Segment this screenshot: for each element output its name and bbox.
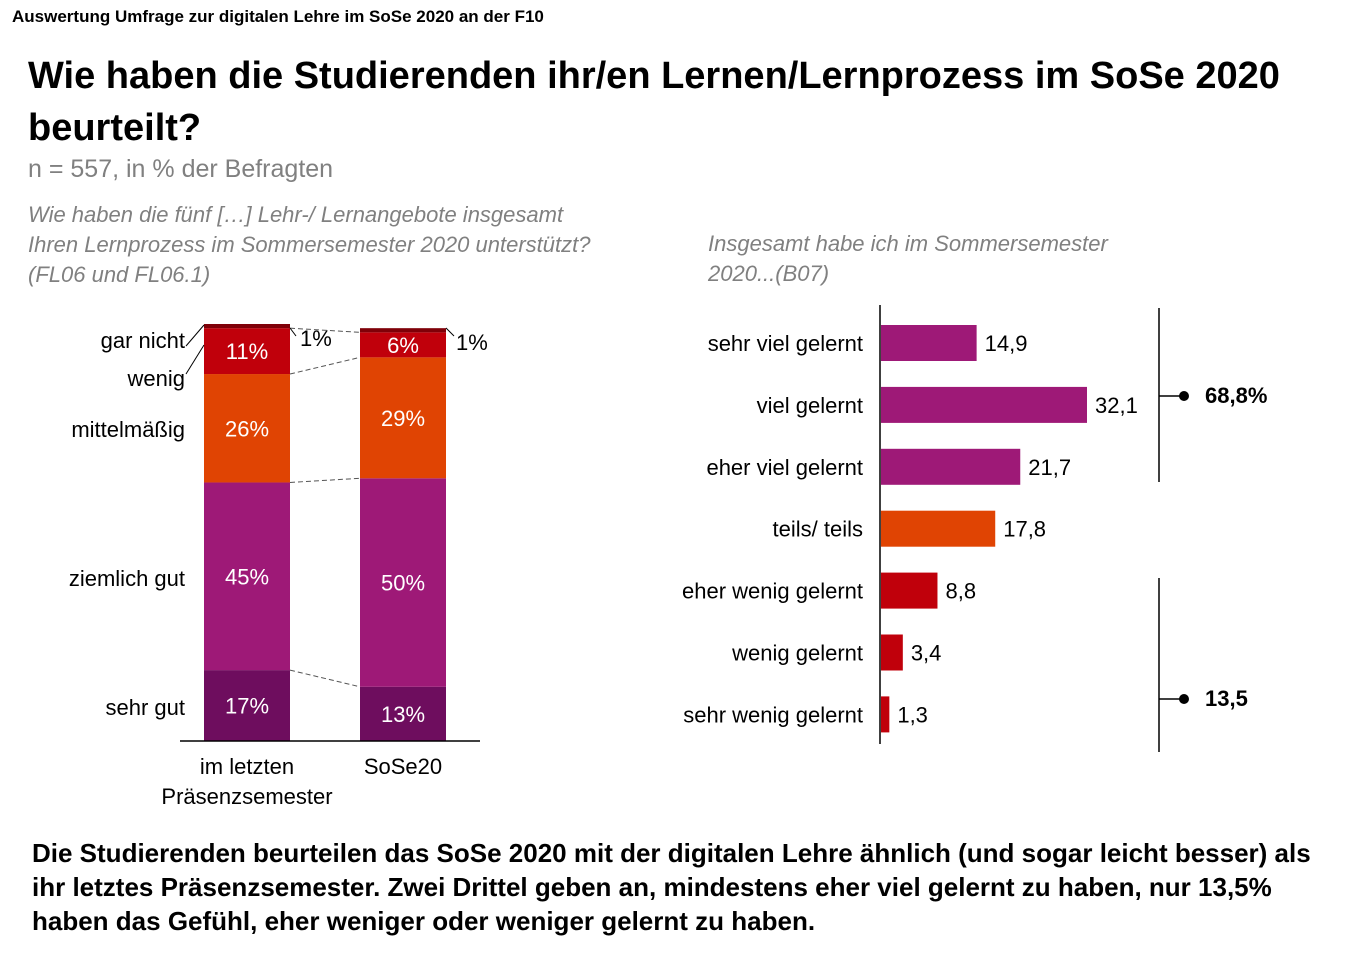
stacked-bar-segment: [360, 328, 446, 333]
hbar-value-label: 17,8: [1003, 517, 1046, 542]
stacked-bar-connector: [289, 327, 361, 333]
left-chart-question: Wie haben die fünf […] Lehr-/ Lernangebo…: [28, 202, 591, 287]
hbar: [881, 325, 977, 361]
stacked-bar-segment: [204, 328, 290, 375]
stacked-bar-value-label: 11%: [226, 339, 268, 364]
stacked-bar-value-label: 45%: [225, 564, 269, 589]
stacked-bar-value-label: 26%: [225, 416, 269, 441]
hbar-category-label: teils/ teils: [773, 517, 863, 542]
stacked-bar-segment: [360, 478, 446, 687]
x-tick-label: im letzten: [200, 754, 294, 779]
group-bracket-dot: [1179, 694, 1189, 704]
hbar: [881, 386, 1087, 423]
hbar-value-label: 1,3: [897, 702, 928, 727]
series-legend-label: gar nicht: [101, 328, 185, 353]
group-total-label: 68,8%: [1205, 383, 1267, 408]
stacked-bar-value-label: 29%: [381, 406, 425, 431]
hbar-category-label: sehr viel gelernt: [708, 331, 863, 356]
hbar: [881, 634, 903, 671]
stacked-bar-value-label: 1%: [456, 330, 488, 355]
stacked-bar-segment: [204, 670, 290, 741]
series-legend-label: sehr gut: [106, 695, 186, 720]
stacked-bar-segment: [204, 482, 290, 671]
group-bracket-dot: [1179, 391, 1189, 401]
hbar-category-label: viel gelernt: [757, 393, 863, 418]
stacked-bar-connector: [289, 669, 361, 688]
group-total-label: 13,5: [1205, 686, 1248, 711]
hbar-category-label: wenig gelernt: [731, 641, 863, 666]
hbar-category-label: eher viel gelernt: [706, 455, 863, 480]
hbar-category-label: eher wenig gelernt: [682, 579, 863, 604]
stacked-bar-connector: [289, 477, 361, 483]
hbar: [881, 696, 890, 733]
series-legend-label: mittelmäßig: [71, 417, 185, 442]
conclusion-text: Die Studierenden beurteilen das SoSe 202…: [32, 838, 1311, 936]
legend-leader-line: [185, 344, 205, 375]
hbar: [881, 510, 996, 547]
hbar: [881, 448, 1021, 485]
hbar-value-label: 8,8: [945, 579, 976, 604]
page-title: Wie haben die Studierenden ihr/en Lernen…: [28, 55, 1280, 149]
hbar: [881, 572, 938, 609]
small-slice-leader: [445, 327, 455, 337]
stacked-bar-segment: [360, 332, 446, 358]
x-tick-label: Präsenzsemester: [161, 784, 332, 809]
hbar-value-label: 21,7: [1028, 455, 1071, 480]
stacked-bar-segment: [360, 357, 446, 479]
legend-leader-line: [185, 324, 205, 347]
stacked-bar-segment: [204, 324, 290, 329]
stacked-bar-segment: [360, 686, 446, 741]
small-slice-leader: [289, 327, 297, 337]
hbar-value-label: 3,4: [911, 641, 942, 666]
sample-size-subtitle: n = 557, in % der Befragten: [28, 155, 334, 183]
stacked-bar-value-label: 50%: [381, 571, 425, 596]
hbar-value-label: 32,1: [1095, 393, 1138, 418]
series-legend-label: ziemlich gut: [69, 566, 185, 591]
stacked-bar-segment: [204, 374, 290, 483]
right-chart-question: Insgesamt habe ich im Sommersemester 202…: [708, 231, 1108, 286]
stacked-bar-value-label: 13%: [381, 702, 425, 727]
hbar-category-label: sehr wenig gelernt: [683, 702, 863, 727]
stacked-bar-value-label: 17%: [225, 694, 269, 719]
x-tick-label: SoSe20: [364, 754, 442, 779]
report-topline: Auswertung Umfrage zur digitalen Lehre i…: [12, 7, 544, 26]
stacked-bar-value-label: 6%: [387, 333, 419, 358]
hbar-value-label: 14,9: [985, 331, 1028, 356]
stacked-bar-connector: [289, 356, 361, 375]
series-legend-label: wenig: [127, 366, 185, 391]
